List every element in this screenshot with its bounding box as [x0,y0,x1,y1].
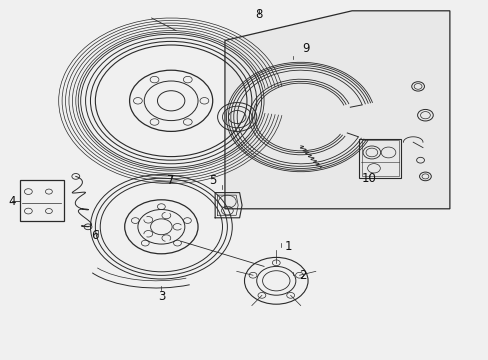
Text: 2: 2 [299,269,306,282]
Text: 8: 8 [255,8,263,21]
Text: 7: 7 [167,174,175,186]
Text: 4: 4 [8,195,16,208]
Text: 10: 10 [361,172,376,185]
Text: 9: 9 [301,42,309,55]
Bar [361,140,398,176]
Bar [359,139,400,178]
Text: 1: 1 [284,240,292,253]
Bar [20,180,63,221]
Text: 6: 6 [91,229,99,242]
Polygon shape [224,11,449,209]
Text: 3: 3 [157,291,165,303]
Text: 5: 5 [208,174,216,186]
